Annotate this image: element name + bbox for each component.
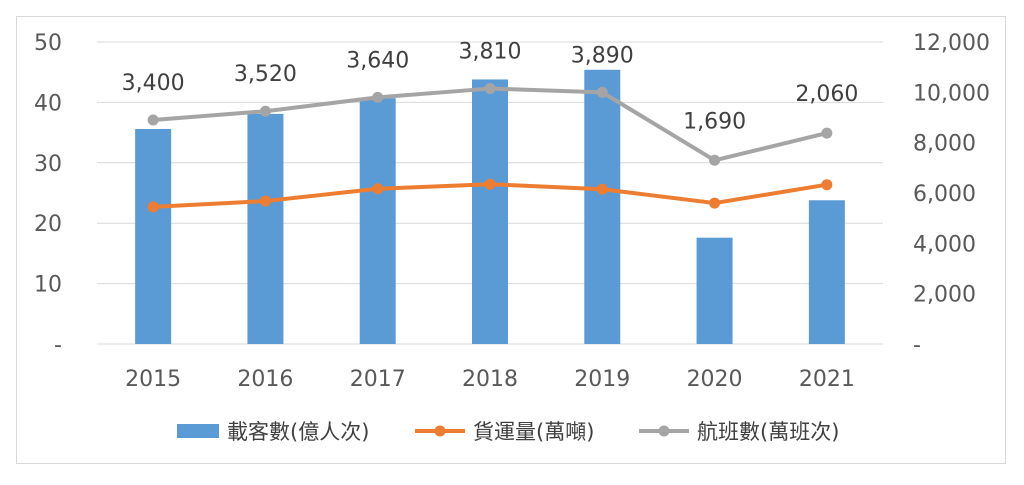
- data-label: 1,690: [683, 109, 746, 134]
- point-flights: [259, 105, 271, 117]
- right-axis-ticks: - 2,000 4,000 6,000 8,000 10,000 12,000: [913, 31, 990, 358]
- legend-marker-flights: [658, 425, 670, 437]
- bar-passengers: [247, 113, 284, 344]
- point-cargo: [259, 195, 271, 207]
- point-cargo: [372, 183, 384, 195]
- point-flights: [821, 127, 833, 139]
- right-tick-label: 8,000: [913, 132, 976, 157]
- left-tick-label: 10: [34, 273, 62, 298]
- x-tick-label: 2015: [125, 367, 181, 392]
- bar-series: [135, 69, 845, 344]
- right-tick-label: 2,000: [913, 283, 976, 308]
- left-tick-label: 30: [34, 152, 62, 177]
- bar-passengers: [359, 98, 396, 344]
- legend-label-passengers: 載客數(億人次): [227, 420, 369, 444]
- x-tick-label: 2016: [237, 367, 293, 392]
- point-flights: [484, 83, 496, 95]
- data-label: 3,890: [571, 43, 634, 68]
- right-tick-label: 12,000: [913, 31, 990, 56]
- right-tick-label: 4,000: [913, 232, 976, 257]
- point-flights: [596, 86, 608, 98]
- right-tick-label: 6,000: [913, 182, 976, 207]
- x-tick-label: 2021: [799, 367, 855, 392]
- legend-swatch-passengers: [177, 424, 219, 438]
- legend-label-flights: 航班數(萬班次): [697, 420, 839, 444]
- line-series: [147, 83, 833, 213]
- left-tick-label: 40: [34, 91, 62, 116]
- data-label: 3,810: [459, 40, 522, 65]
- right-tick-label: -: [913, 333, 921, 358]
- x-tick-label: 2018: [462, 367, 518, 392]
- data-label: 3,520: [234, 62, 297, 87]
- left-axis-ticks: - 10 20 30 40 50: [34, 31, 62, 358]
- left-tick-label: -: [54, 333, 62, 358]
- point-cargo: [484, 178, 496, 190]
- point-flights: [147, 114, 159, 126]
- right-tick-label: 10,000: [913, 81, 990, 106]
- bar-passengers: [808, 200, 845, 344]
- point-cargo: [709, 197, 721, 209]
- bar-passengers: [584, 69, 621, 344]
- x-tick-label: 2017: [350, 367, 406, 392]
- data-label: 3,640: [346, 48, 409, 73]
- data-label: 3,400: [122, 71, 185, 96]
- data-label: 2,060: [795, 82, 858, 107]
- point-cargo: [147, 201, 159, 213]
- left-tick-label: 20: [34, 212, 62, 237]
- point-cargo: [596, 183, 608, 195]
- bar-passengers: [472, 79, 508, 344]
- bar-passengers: [696, 237, 733, 344]
- chart-frame: - 10 20 30 40 50 - 2,000 4,000 6,000 8,000 10,000 1…: [16, 16, 1006, 464]
- combo-chart: - 10 20 30 40 50 - 2,000 4,000 6,000 8,000 10,000 1…: [34, 31, 990, 444]
- point-flights: [372, 91, 384, 103]
- point-cargo: [821, 179, 833, 191]
- data-labels: 3,400 3,520 3,640 3,810 3,890 1,690 2,060: [122, 40, 859, 135]
- legend-marker-cargo: [434, 425, 446, 437]
- left-tick-label: 50: [34, 31, 62, 56]
- point-flights: [709, 154, 721, 166]
- x-axis-ticks: 2015 2016 2017 2018 2019 2020 2021: [125, 367, 855, 392]
- x-tick-label: 2020: [687, 367, 743, 392]
- x-tick-label: 2019: [574, 367, 630, 392]
- legend: 載客數(億人次) 貨運量(萬噸) 航班數(萬班次): [177, 420, 839, 444]
- bar-passengers: [135, 128, 172, 344]
- legend-label-cargo: 貨運量(萬噸): [473, 420, 594, 444]
